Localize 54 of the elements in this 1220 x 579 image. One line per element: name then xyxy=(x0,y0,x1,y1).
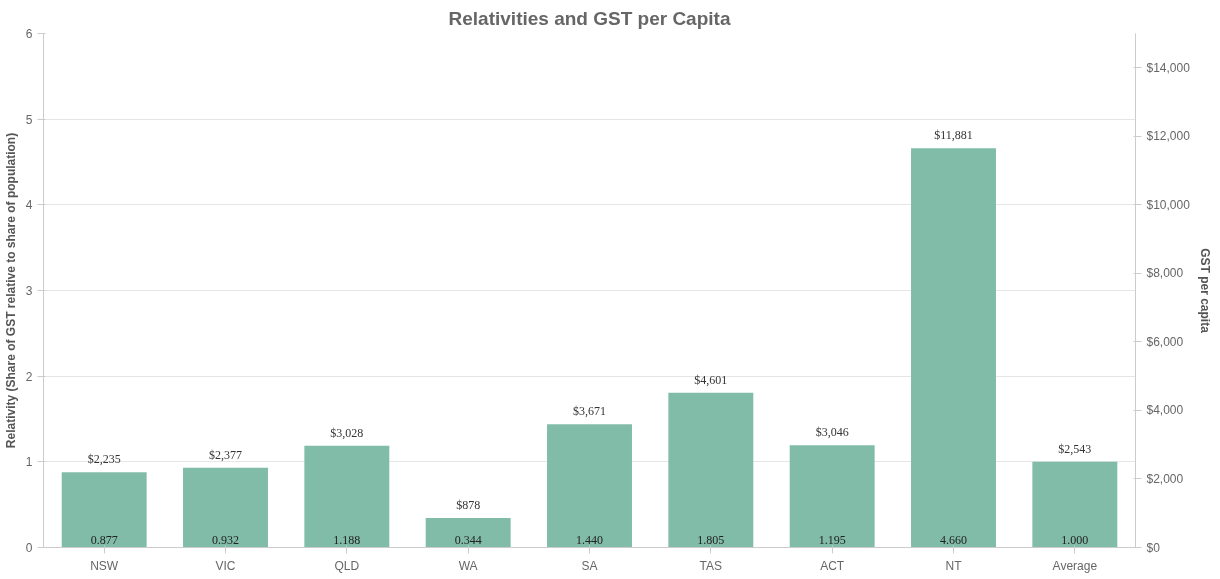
data-label: 0.932 xyxy=(212,532,239,547)
data-label: 1.195 xyxy=(818,532,846,547)
y-tick-label: 6 xyxy=(25,27,33,41)
y-axis-title: Relativity (Share of GST relative to share of population) xyxy=(3,132,18,449)
data-label: 1.000 xyxy=(1061,532,1089,547)
y2-tick-label: $6,000 xyxy=(1146,334,1184,349)
bar xyxy=(61,472,147,548)
x-tick-label: VIC xyxy=(215,558,236,573)
data-label: 1.440 xyxy=(576,532,603,547)
x-tick-label: QLD xyxy=(334,558,360,573)
data-label: 1.188 xyxy=(333,532,361,547)
data-label: 1.805 xyxy=(697,532,725,547)
x-tick-label: NT xyxy=(945,558,963,573)
bar xyxy=(547,424,632,548)
data-label: 0.877 xyxy=(90,532,118,547)
annotation: $3,671 xyxy=(573,404,606,419)
annotation: $2,377 xyxy=(209,447,242,462)
y-tick-label: 1 xyxy=(25,455,33,470)
annotation: $3,046 xyxy=(815,425,849,440)
annotation: $878 xyxy=(456,498,481,513)
x-tick-label: ACT xyxy=(820,558,845,573)
bar xyxy=(1032,461,1118,548)
y2-tick-label: $14,000 xyxy=(1146,60,1191,75)
bar xyxy=(304,445,390,548)
annotation: $2,235 xyxy=(87,452,121,467)
x-tick-label: WA xyxy=(458,558,478,573)
y2-tick-label: $0 xyxy=(1146,540,1161,555)
y2-tick-label: $4,000 xyxy=(1146,403,1184,418)
y-tick-label: 2 xyxy=(25,369,33,384)
x-tick-label: TAS xyxy=(699,558,723,573)
bar xyxy=(425,518,511,548)
bar xyxy=(668,392,754,548)
annotation: $2,543 xyxy=(1058,441,1092,456)
x-tick-label: SA xyxy=(581,558,598,573)
data-label: 4.660 xyxy=(940,532,967,547)
bar xyxy=(911,148,996,548)
y2-tick-label: $12,000 xyxy=(1146,129,1191,144)
y2-tick-label: $2,000 xyxy=(1146,471,1184,486)
y2-axis-title: GST per capita xyxy=(1197,248,1212,334)
data-label: 0.344 xyxy=(454,532,482,547)
y-tick-label: 3 xyxy=(25,284,33,298)
annotation: $11,881 xyxy=(934,128,973,143)
y-tick-label: 0 xyxy=(25,541,33,555)
bar xyxy=(183,467,268,548)
chart-title: Relativities and GST per Capita xyxy=(448,7,731,29)
x-tick-label: Average xyxy=(1052,558,1098,573)
y2-tick-label: $10,000 xyxy=(1146,197,1191,212)
y2-tick-label: $8,000 xyxy=(1146,266,1184,281)
annotation: $3,028 xyxy=(330,425,364,440)
x-tick-label: NSW xyxy=(90,558,119,573)
y-tick-label: 5 xyxy=(25,112,33,127)
annotation: $4,601 xyxy=(694,372,728,387)
y-tick-label: 4 xyxy=(25,198,33,213)
bar xyxy=(789,445,875,548)
